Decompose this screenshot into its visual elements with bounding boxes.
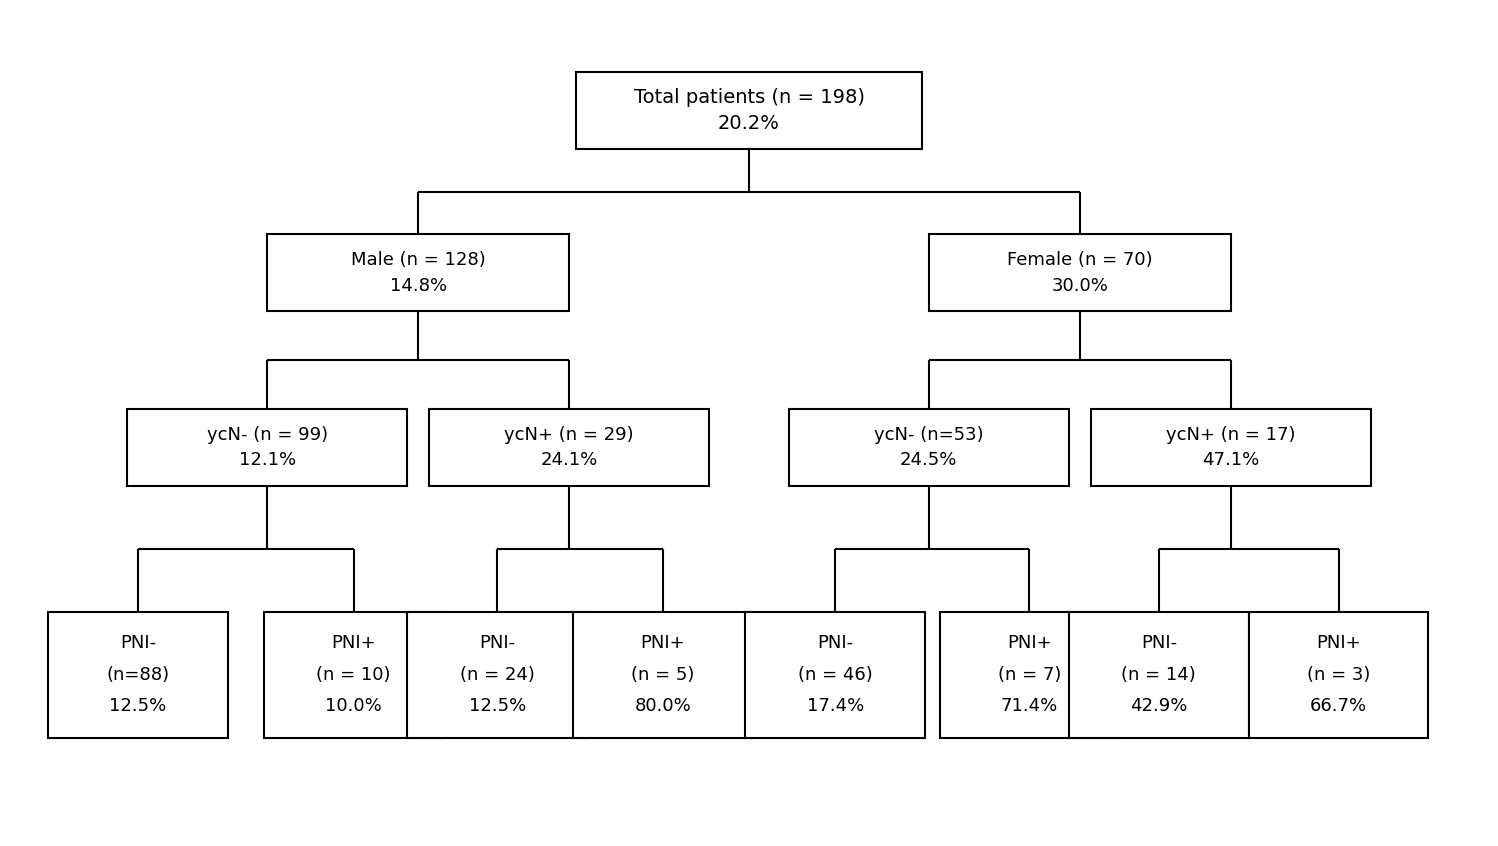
Text: 24.5%: 24.5%	[900, 451, 957, 470]
FancyBboxPatch shape	[267, 234, 569, 311]
Text: 12.5%: 12.5%	[469, 697, 526, 715]
Text: PNI-: PNI-	[120, 634, 156, 652]
FancyBboxPatch shape	[1091, 409, 1371, 486]
Text: (n = 46): (n = 46)	[798, 666, 873, 684]
FancyBboxPatch shape	[428, 409, 710, 486]
FancyBboxPatch shape	[572, 612, 752, 738]
Text: PNI-: PNI-	[479, 634, 515, 652]
Text: (n = 14): (n = 14)	[1122, 666, 1197, 684]
FancyBboxPatch shape	[577, 72, 921, 149]
Text: PNI+: PNI+	[1007, 634, 1052, 652]
Text: 20.2%: 20.2%	[718, 113, 780, 133]
Text: 47.1%: 47.1%	[1201, 451, 1260, 470]
FancyBboxPatch shape	[1070, 612, 1249, 738]
Text: PNI+: PNI+	[1317, 634, 1360, 652]
FancyBboxPatch shape	[746, 612, 926, 738]
FancyBboxPatch shape	[939, 612, 1119, 738]
Text: (n = 7): (n = 7)	[998, 666, 1061, 684]
Text: (n=88): (n=88)	[106, 666, 169, 684]
FancyBboxPatch shape	[929, 234, 1231, 311]
Text: ycN- (n = 99): ycN- (n = 99)	[207, 426, 328, 443]
Text: (n = 5): (n = 5)	[631, 666, 695, 684]
FancyBboxPatch shape	[127, 409, 407, 486]
FancyBboxPatch shape	[1249, 612, 1429, 738]
Text: 42.9%: 42.9%	[1129, 697, 1188, 715]
Text: 80.0%: 80.0%	[634, 697, 691, 715]
FancyBboxPatch shape	[407, 612, 587, 738]
FancyBboxPatch shape	[264, 612, 443, 738]
Text: (n = 24): (n = 24)	[460, 666, 535, 684]
Text: PNI+: PNI+	[331, 634, 376, 652]
Text: ycN- (n=53): ycN- (n=53)	[873, 426, 984, 443]
Text: PNI-: PNI-	[1141, 634, 1177, 652]
Text: PNI-: PNI-	[818, 634, 854, 652]
Text: ycN+ (n = 17): ycN+ (n = 17)	[1165, 426, 1296, 443]
Text: 12.1%: 12.1%	[238, 451, 295, 470]
Text: 10.0%: 10.0%	[325, 697, 382, 715]
Text: PNI+: PNI+	[641, 634, 685, 652]
Text: Total patients (n = 198): Total patients (n = 198)	[634, 88, 864, 107]
Text: ycN+ (n = 29): ycN+ (n = 29)	[505, 426, 634, 443]
Text: 71.4%: 71.4%	[1001, 697, 1058, 715]
Text: 30.0%: 30.0%	[1052, 277, 1109, 294]
Text: Female (n = 70): Female (n = 70)	[1007, 251, 1152, 269]
Text: 17.4%: 17.4%	[806, 697, 864, 715]
Text: 12.5%: 12.5%	[109, 697, 166, 715]
Text: 24.1%: 24.1%	[541, 451, 598, 470]
Text: 14.8%: 14.8%	[389, 277, 446, 294]
Text: (n = 10): (n = 10)	[316, 666, 391, 684]
FancyBboxPatch shape	[48, 612, 228, 738]
Text: Male (n = 128): Male (n = 128)	[351, 251, 485, 269]
Text: 66.7%: 66.7%	[1311, 697, 1368, 715]
FancyBboxPatch shape	[788, 409, 1070, 486]
Text: (n = 3): (n = 3)	[1306, 666, 1371, 684]
